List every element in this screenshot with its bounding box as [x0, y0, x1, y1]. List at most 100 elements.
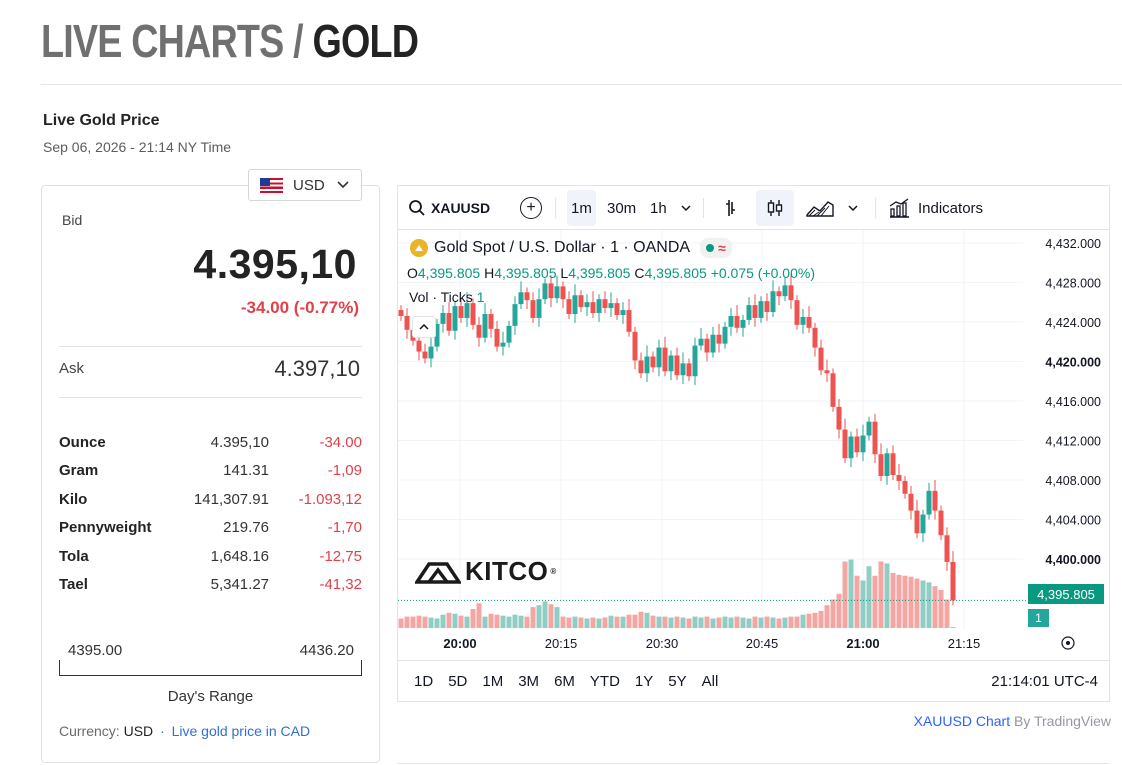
- candle-body: [686, 363, 692, 377]
- candle-body: [560, 286, 566, 300]
- candle-body: [524, 292, 530, 301]
- range-1d[interactable]: 1D: [414, 673, 434, 690]
- candle-body: [548, 283, 554, 299]
- close-value: 4,395.805: [644, 265, 707, 281]
- volume-bar: [548, 604, 554, 628]
- range-5y[interactable]: 5Y: [668, 673, 687, 690]
- range-1m[interactable]: 1M: [482, 673, 504, 690]
- unit-value: 141.31: [223, 462, 269, 480]
- interval-1h[interactable]: 1h: [650, 199, 667, 217]
- candle-body: [398, 310, 404, 316]
- page-title-metal: GOLD: [312, 15, 419, 67]
- range-3m[interactable]: 3M: [518, 673, 540, 690]
- currency-select[interactable]: USD: [248, 169, 362, 201]
- collapse-legend-button[interactable]: [412, 316, 436, 338]
- chart-clock[interactable]: 21:14:01 UTC-4: [991, 673, 1098, 690]
- candle-body: [422, 351, 428, 359]
- candle-body: [872, 421, 878, 455]
- volume-bar: [464, 616, 470, 628]
- candle-body: [668, 355, 674, 372]
- unit-row-tael: Tael 5,341.27 -41,32: [59, 571, 364, 600]
- bars-style-button[interactable]: [716, 190, 748, 226]
- range-all[interactable]: All: [701, 673, 719, 690]
- price-card: [41, 185, 380, 763]
- symbol-search[interactable]: XAUUSD: [408, 186, 490, 230]
- candles-style-button[interactable]: [756, 190, 794, 226]
- volume-bar: [950, 627, 956, 628]
- candle-body: [452, 306, 458, 331]
- volume-bar: [584, 618, 590, 628]
- y-tick-label: 4,420.000: [1045, 355, 1101, 369]
- candle-body: [842, 429, 848, 459]
- candle-body: [440, 313, 446, 324]
- change-value: +0.075 (+0.00%): [710, 265, 815, 281]
- candle-body: [878, 454, 884, 476]
- indicators-button[interactable]: Indicators: [888, 186, 983, 230]
- volume-bar: [404, 616, 410, 628]
- volume-bar: [410, 616, 416, 628]
- candle-body: [716, 334, 722, 344]
- interval-dropdown[interactable]: [676, 190, 696, 226]
- candle-body: [626, 310, 632, 332]
- unit-row-ounce: Ounce 4.395,10 -34.00: [59, 428, 364, 457]
- volume-bar: [518, 615, 524, 628]
- unit-row-kilo: Kilo 141,307.91 -1.093,12: [59, 485, 364, 514]
- candle-body: [914, 510, 920, 534]
- cad-price-link[interactable]: Live gold price in CAD: [171, 723, 311, 739]
- range-1y[interactable]: 1Y: [634, 673, 654, 690]
- unit-name: Kilo: [59, 490, 88, 508]
- settings-icon: [1061, 636, 1075, 650]
- volume-bar: [416, 615, 422, 628]
- x-tick-label: 20:15: [545, 636, 578, 651]
- candle-body: [584, 302, 590, 308]
- volume-bar: [794, 616, 800, 628]
- currency-code: USD: [123, 723, 154, 739]
- volume-bar: [722, 616, 728, 628]
- volume-bar: [716, 617, 722, 628]
- interval-1m[interactable]: 1m: [567, 190, 596, 226]
- market-status-pill: ≈: [700, 238, 732, 258]
- candle-body: [806, 316, 812, 328]
- price-chart[interactable]: 4,432.000 4,428.000 4,424.000 4,420.000 4,41…: [398, 230, 1109, 660]
- volume-bar: [776, 618, 782, 628]
- volume-bar: [596, 618, 602, 628]
- unit-name: Gram: [59, 462, 99, 480]
- compare-button[interactable]: +: [520, 186, 542, 230]
- unit-value: 219.76: [223, 519, 269, 537]
- xauusd-chart-link[interactable]: XAUUSD Chart: [913, 713, 1011, 729]
- day-range-high: 4436.20: [299, 642, 354, 659]
- candle-body: [902, 480, 908, 494]
- volume-bar: [578, 617, 584, 628]
- range-5d[interactable]: 5D: [448, 673, 468, 690]
- chart-style-dropdown[interactable]: [844, 190, 862, 226]
- toolbar-separator: [875, 198, 876, 218]
- volume-bar: [470, 609, 476, 628]
- candle-body: [470, 303, 476, 325]
- kitco-watermark: KITCO ®: [415, 556, 557, 587]
- currency-select-value: USD: [293, 176, 325, 194]
- day-range-label: Day's Range: [167, 688, 254, 705]
- interval-30m[interactable]: 30m: [607, 199, 637, 217]
- divider: [59, 397, 362, 398]
- candle-body: [788, 285, 794, 301]
- volume-bar: [728, 617, 734, 628]
- candle-body: [932, 490, 938, 511]
- chart-widget: XAUUSD + 1m 30m 1h Indicators 4,432.00: [397, 185, 1110, 702]
- area-style-button[interactable]: [802, 190, 838, 226]
- indicators-icon: [889, 198, 909, 218]
- candle-body: [848, 436, 854, 459]
- unit-change: -1,70: [327, 519, 362, 537]
- range-6m[interactable]: 6M: [554, 673, 575, 690]
- candle-body: [554, 286, 560, 299]
- candle-body: [650, 356, 656, 368]
- candle-body: [404, 315, 410, 330]
- candle-body: [428, 346, 434, 359]
- chart-toolbar: XAUUSD + 1m 30m 1h Indicators: [398, 186, 1109, 230]
- range-ytd[interactable]: YTD: [589, 673, 620, 690]
- x-tick-label: 20:00: [443, 636, 476, 651]
- y-tick-label: 4,416.000: [1045, 395, 1101, 409]
- unit-value: 5,341.27: [210, 576, 269, 594]
- candle-body: [752, 305, 758, 318]
- volume-bar: [458, 615, 464, 628]
- candle-body: [518, 292, 524, 305]
